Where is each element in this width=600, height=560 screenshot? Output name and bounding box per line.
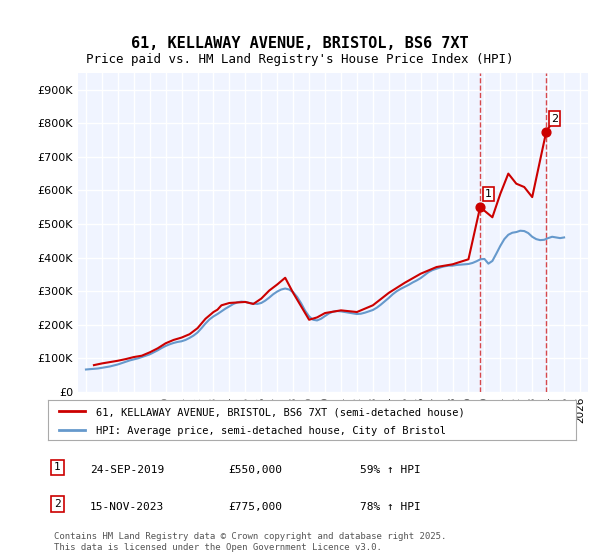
Text: £550,000: £550,000: [228, 465, 282, 475]
Text: 61, KELLAWAY AVENUE, BRISTOL, BS6 7XT (semi-detached house): 61, KELLAWAY AVENUE, BRISTOL, BS6 7XT (s…: [95, 408, 464, 418]
Text: 2: 2: [551, 114, 558, 124]
Text: 15-NOV-2023: 15-NOV-2023: [90, 502, 164, 512]
Text: 1: 1: [485, 189, 492, 199]
Text: 78% ↑ HPI: 78% ↑ HPI: [360, 502, 421, 512]
Text: 1: 1: [54, 463, 61, 473]
Point: [475, 203, 485, 212]
Point: [541, 127, 551, 136]
Text: 2: 2: [54, 499, 61, 509]
Text: HPI: Average price, semi-detached house, City of Bristol: HPI: Average price, semi-detached house,…: [95, 426, 446, 436]
Text: £775,000: £775,000: [228, 502, 282, 512]
Text: Contains HM Land Registry data © Crown copyright and database right 2025.
This d: Contains HM Land Registry data © Crown c…: [54, 532, 446, 552]
Text: 61, KELLAWAY AVENUE, BRISTOL, BS6 7XT: 61, KELLAWAY AVENUE, BRISTOL, BS6 7XT: [131, 36, 469, 52]
Text: Price paid vs. HM Land Registry's House Price Index (HPI): Price paid vs. HM Land Registry's House …: [86, 53, 514, 66]
Text: 24-SEP-2019: 24-SEP-2019: [90, 465, 164, 475]
Text: 59% ↑ HPI: 59% ↑ HPI: [360, 465, 421, 475]
